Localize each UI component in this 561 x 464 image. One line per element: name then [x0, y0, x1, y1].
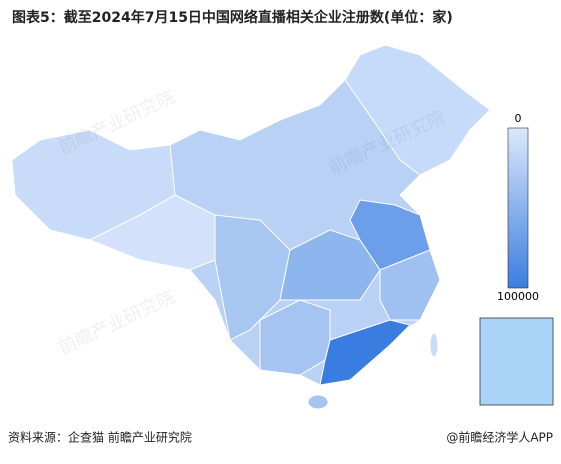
map [11, 44, 554, 410]
title: 图表5：截至2024年7月15日中国网络直播相关企业注册数(单位：家) [12, 9, 453, 26]
colorbar [507, 127, 529, 289]
colorbar-min: 0 [515, 112, 522, 125]
source: 资料来源：企查猫 前瞻产业研究院 [8, 430, 192, 445]
watermark: 前瞻产业研究院 [55, 287, 178, 359]
credit: @前瞻经济学人APP [446, 430, 553, 445]
colorbar-max: 100000 [497, 290, 539, 303]
